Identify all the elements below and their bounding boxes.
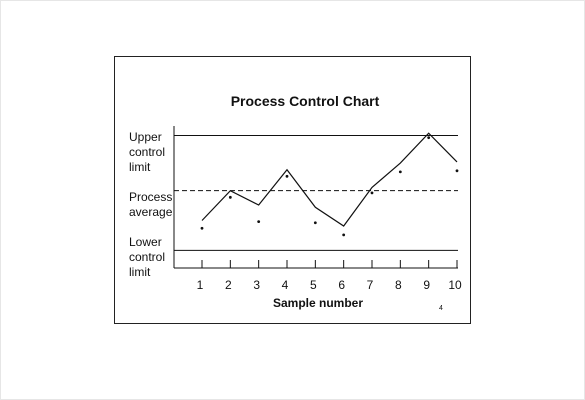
sample-point	[313, 221, 317, 225]
sample-point	[370, 191, 374, 195]
x-tick-label: 10	[448, 278, 462, 292]
sample-series-line	[201, 132, 458, 227]
sample-point	[200, 226, 204, 230]
sample-point	[455, 169, 459, 173]
x-tick-label: 9	[423, 278, 430, 292]
sample-point	[342, 233, 346, 237]
upper-control-limit-label: Upper control limit	[129, 130, 166, 174]
lower-control-limit-label: Lower control limit	[129, 235, 166, 279]
x-tick-label: 3	[253, 278, 260, 292]
x-tick-label: 2	[225, 278, 232, 292]
chart-title: Process Control Chart	[230, 93, 380, 109]
sample-point	[228, 195, 232, 199]
sample-point	[398, 170, 402, 174]
process-average-label: Process average	[129, 190, 173, 219]
page-number: 4	[439, 305, 443, 312]
x-tick-label: 1	[197, 278, 204, 292]
sample-point	[257, 220, 261, 224]
x-tick-label: 4	[282, 278, 289, 292]
x-tick-label: 6	[338, 278, 345, 292]
x-tick-label: 5	[310, 278, 317, 292]
sample-point	[427, 136, 431, 140]
x-tick-label: 7	[367, 278, 374, 292]
x-tick-label: 8	[395, 278, 402, 292]
sample-point	[285, 174, 289, 178]
x-axis-title: Sample number	[272, 296, 364, 310]
